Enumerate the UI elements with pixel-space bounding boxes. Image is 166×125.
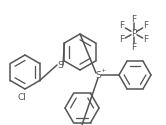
Text: Cl: Cl — [18, 92, 26, 102]
Text: +: + — [100, 68, 106, 73]
Text: S: S — [57, 60, 63, 70]
Text: F: F — [119, 22, 124, 30]
Text: F: F — [131, 42, 137, 51]
Text: F: F — [144, 36, 149, 44]
Text: F: F — [131, 14, 137, 24]
Text: F: F — [119, 36, 124, 44]
Text: S: S — [95, 70, 101, 80]
Text: P: P — [131, 28, 137, 38]
Text: F: F — [144, 22, 149, 30]
